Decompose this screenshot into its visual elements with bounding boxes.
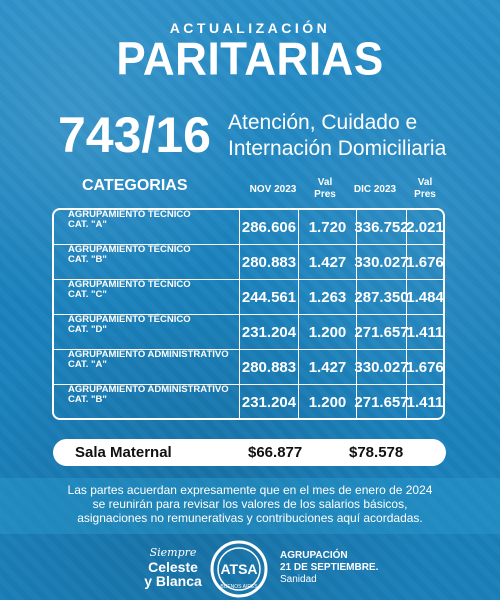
- dic-cell: 330.027: [354, 245, 409, 279]
- badge-text: ATSA: [220, 561, 257, 577]
- badge-subtext: BUENOS AIRES: [220, 584, 258, 590]
- footer: Siempre Celeste y Blanca ATSA BUENOS AIR…: [0, 540, 500, 600]
- val-pres-2-cell: 1.411: [406, 385, 443, 418]
- category-line2: CAT. "B": [68, 394, 107, 405]
- nov-cell: 231.204: [239, 385, 298, 418]
- note-line1: Las partes acuerdan expresamente que en …: [67, 483, 433, 497]
- category-cell: AGRUPAMIENTO TÉCNICO CAT. "D": [54, 315, 239, 349]
- slogan-logo: Siempre Celeste y Blanca: [138, 546, 208, 588]
- category-line2: CAT. "A": [68, 359, 107, 370]
- val-pres-1-cell: 1.427: [298, 350, 356, 384]
- salary-table: AGRUPAMIENTO TÉCNICO CAT. "A" 286.606 1.7…: [52, 208, 445, 420]
- category-line1: AGRUPAMIENTO TÉCNICO: [68, 209, 191, 220]
- nov-cell: 231.204: [239, 315, 298, 349]
- nov-cell: 280.883: [239, 245, 298, 279]
- category-line2: CAT. "B": [68, 254, 107, 265]
- sala-maternal-nov: $66.877: [248, 444, 303, 461]
- category-cell: AGRUPAMIENTO TÉCNICO CAT. "A": [54, 210, 239, 244]
- category-cell: AGRUPAMIENTO TÉCNICO CAT. "B": [54, 245, 239, 279]
- table-row: AGRUPAMIENTO TÉCNICO CAT. "A" 286.606 1.7…: [54, 210, 443, 245]
- category-cell: AGRUPAMIENTO ADMINISTRATIVO CAT. "A": [54, 350, 239, 384]
- val-pres-1-cell: 1.263: [298, 280, 356, 314]
- table-row: AGRUPAMIENTO TÉCNICO CAT. "D" 231.204 1.2…: [54, 315, 443, 350]
- agrupacion-line1: AGRUPACIÓN: [280, 550, 348, 561]
- column-header-val-pres-2: Val Pres: [405, 177, 445, 201]
- note-line2: se reunirán para revisar los valores de …: [92, 497, 408, 511]
- category-line1: AGRUPAMIENTO TÉCNICO: [68, 279, 191, 290]
- slogan-script: Siempre: [149, 546, 197, 559]
- val-pres-1-cell: 1.427: [298, 245, 356, 279]
- agreement-note: Las partes acuerdan expresamente que en …: [0, 478, 500, 534]
- val-pres-2-cell: 1.676: [406, 245, 443, 279]
- convenio-block: 743/16 Atención, Cuidado e Internación D…: [58, 110, 478, 170]
- atsa-badge-icon: ATSA BUENOS AIRES: [210, 540, 268, 598]
- dic-cell: 336.752: [354, 210, 409, 244]
- slogan-line1: Celeste: [148, 559, 198, 575]
- category-cell: AGRUPAMIENTO ADMINISTRATIVO CAT. "B": [54, 384, 239, 418]
- convenio-description-line2: Internación Domiciliaria: [228, 137, 447, 160]
- header-title: PARITARIAS: [116, 33, 384, 86]
- slogan-line2: y Blanca: [144, 573, 202, 589]
- val-pres-2-cell: 1.676: [406, 350, 443, 384]
- note-line3: asignaciones no remunerativas y contribu…: [77, 511, 423, 525]
- val-pres-2-cell: 2.021: [406, 210, 443, 244]
- dic-cell: 271.657: [354, 315, 409, 349]
- nov-cell: 286.606: [239, 210, 298, 244]
- sala-maternal-label: Sala Maternal: [75, 444, 172, 461]
- category-line1: AGRUPAMIENTO ADMINISTRATIVO: [68, 349, 229, 360]
- column-header-val-pres-2-line2: Pres: [414, 189, 436, 200]
- dic-cell: 287.350: [354, 280, 409, 314]
- category-line2: CAT. "D": [68, 324, 107, 335]
- column-header-categorias: CATEGORIAS: [82, 177, 188, 194]
- header: ACTUALIZACIÓN PARITARIAS: [0, 20, 500, 86]
- column-header-nov: NOV 2023: [249, 184, 297, 195]
- table-row: AGRUPAMIENTO ADMINISTRATIVO CAT. "A" 280.…: [54, 350, 443, 385]
- sala-maternal-dic: $78.578: [349, 444, 404, 461]
- table-row: AGRUPAMIENTO ADMINISTRATIVO CAT. "B" 231.…: [54, 384, 443, 418]
- category-line2: CAT. "C": [68, 289, 107, 300]
- val-pres-1-cell: 1.200: [298, 385, 356, 418]
- header-subtitle: ACTUALIZACIÓN: [169, 20, 331, 36]
- convenio-number: 743/16: [58, 107, 211, 163]
- dic-cell: 271.657: [354, 385, 409, 418]
- category-line1: AGRUPAMIENTO TÉCNICO: [68, 314, 191, 325]
- sala-maternal-bar: Sala Maternal $66.877 $78.578: [53, 439, 446, 466]
- agrupacion-line2: 21 DE SEPTIEMBRE.: [280, 562, 379, 573]
- convenio-description-line1: Atención, Cuidado e: [228, 111, 418, 134]
- table-row: AGRUPAMIENTO TÉCNICO CAT. "B" 280.883 1.4…: [54, 245, 443, 280]
- column-header-val-pres-1-line1: Val: [317, 177, 333, 188]
- table-row: AGRUPAMIENTO TÉCNICO CAT. "C" 244.561 1.2…: [54, 280, 443, 315]
- category-line2: CAT. "A": [68, 219, 107, 230]
- val-pres-2-cell: 1.411: [406, 315, 443, 349]
- column-header-val-pres-2-line1: Val: [417, 177, 433, 188]
- agrupacion-line3: Sanidad: [280, 574, 317, 585]
- nov-cell: 280.883: [239, 350, 298, 384]
- dic-cell: 330.027: [354, 350, 409, 384]
- val-pres-2-cell: 1.484: [406, 280, 443, 314]
- convenio-description: Atención, Cuidado e Internación Domicili…: [228, 110, 446, 162]
- category-line1: AGRUPAMIENTO ADMINISTRATIVO: [68, 384, 229, 395]
- val-pres-1-cell: 1.720: [298, 210, 356, 244]
- agrupacion-text: AGRUPACIÓN 21 DE SEPTIEMBRE. Sanidad: [280, 550, 378, 586]
- category-line1: AGRUPAMIENTO TÉCNICO: [68, 244, 191, 255]
- category-cell: AGRUPAMIENTO TÉCNICO CAT. "C": [54, 280, 239, 314]
- nov-cell: 244.561: [239, 280, 298, 314]
- column-header-val-pres-1: Val Pres: [305, 177, 345, 201]
- val-pres-1-cell: 1.200: [298, 315, 356, 349]
- column-header-val-pres-1-line2: Pres: [314, 189, 336, 200]
- column-header-dic: DIC 2023: [353, 184, 397, 195]
